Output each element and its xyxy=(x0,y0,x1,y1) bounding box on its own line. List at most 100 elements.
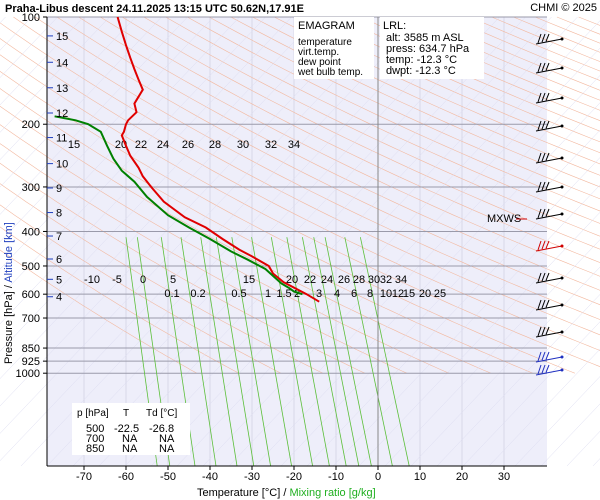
adiabat-label: 34 xyxy=(395,274,407,286)
wind-barb-feather xyxy=(541,33,546,43)
wind-barb-dot xyxy=(560,37,564,41)
x-axis-title-mixing: Mixing ratio [g/kg] xyxy=(289,487,375,499)
wind-area xyxy=(527,17,547,466)
adiabat-label: 0 xyxy=(140,274,146,286)
mixing-ratio-label: 0.5 xyxy=(231,288,246,300)
wind-barb-dot xyxy=(560,330,564,334)
copyright[interactable]: CHMI © 2025 xyxy=(530,2,597,14)
wind-barb-staff xyxy=(535,38,563,45)
temperature-tick-label: -10 xyxy=(328,471,344,483)
wind-barbs xyxy=(535,33,564,376)
chart-title: Praha-Libus descent 24.11.2025 13:15 UTC… xyxy=(5,3,304,15)
adiabat-label: 26 xyxy=(338,274,350,286)
table-cell-t-850: NA xyxy=(122,443,138,455)
wind-barb-feather xyxy=(537,152,542,163)
adiabat-label: 32 xyxy=(265,139,277,151)
table-cell-td-850: NA xyxy=(159,443,175,455)
adiabat-label: 32 xyxy=(380,274,392,286)
moist-adiabat-line xyxy=(254,102,600,467)
dry-adiabat-line xyxy=(56,16,600,291)
moist-adiabat-line xyxy=(358,211,600,467)
wind-barb-feather xyxy=(545,62,550,71)
wind-barb-feather xyxy=(537,351,542,362)
wind-barb-staff xyxy=(535,157,563,164)
mixing-ratio-line xyxy=(231,237,271,467)
wind-barb-feather xyxy=(545,326,550,335)
table-cell-p-850: 850 xyxy=(86,443,104,455)
legend-background xyxy=(294,17,374,79)
mixing-ratio-label: 1.5 xyxy=(276,288,291,300)
wind-barb-staff xyxy=(535,304,563,311)
mixing-ratio-label: 0.1 xyxy=(164,288,179,300)
isotherm-grid xyxy=(83,17,505,466)
adiabat-label: 30 xyxy=(368,274,380,286)
mixing-ratio-label: 8 xyxy=(367,288,373,300)
wind-barb-feather xyxy=(541,272,546,282)
moist-adiabat-line xyxy=(0,16,162,188)
wind-barb-staff xyxy=(535,67,563,74)
mixing-ratio-label: 6 xyxy=(351,288,357,300)
wind-barb-feather xyxy=(537,181,542,192)
wind-barb-staff xyxy=(535,331,563,338)
wind-barb-feather xyxy=(545,351,550,360)
plot-area xyxy=(47,17,547,466)
moist-adiabat-line xyxy=(514,376,600,467)
wind-barb-feather xyxy=(537,240,542,251)
temperature-tick-label: 30 xyxy=(498,471,510,483)
adiabat-label: 28 xyxy=(353,274,365,286)
pressure-tick-label: 300 xyxy=(22,182,40,194)
legend-wet-bulb: wet bulb temp. xyxy=(297,67,363,78)
pressure-tick-label: 850 xyxy=(22,343,40,355)
pressure-tick-label: 1000 xyxy=(16,368,40,380)
adiabat-label: 20 xyxy=(286,274,298,286)
moist-adiabat-line xyxy=(0,16,240,270)
mixing-ratio-label: 10 xyxy=(380,288,392,300)
moist-adiabat-line xyxy=(384,239,600,467)
wind-barb-feather xyxy=(545,299,550,308)
dry-adiabat-line xyxy=(208,16,600,200)
lrl-temp: temp: -12.3 °C xyxy=(386,54,457,66)
moist-adiabat-line xyxy=(202,47,600,467)
mixing-ratio-line xyxy=(344,237,393,467)
temperature-tick-label: -50 xyxy=(160,471,176,483)
mixing-ratio-line xyxy=(215,237,255,467)
altitude-tick-label: 15 xyxy=(56,31,68,43)
dry-adiabat-line xyxy=(0,22,600,336)
table-header-t: T xyxy=(123,408,129,419)
dry-adiabat-line xyxy=(34,16,600,306)
mixing-ratio-label: 4 xyxy=(334,288,340,300)
legend-title: EMAGRAM xyxy=(298,20,355,32)
lrl-alt: alt: 3585 m ASL xyxy=(386,32,464,44)
adiabat-label: 22 xyxy=(304,274,316,286)
altitude-tick-label: 5 xyxy=(56,274,62,286)
mixing-ratio-label: 2 xyxy=(294,288,300,300)
y-axis-title: Pressure [hPa] / Altitude [km] xyxy=(3,222,15,364)
x-axis-title-temperature: Temperature [°C] / xyxy=(197,487,289,499)
mixing-ratio-label: 3 xyxy=(316,288,322,300)
table-cell-t-700: NA xyxy=(122,433,138,445)
wind-barb-staff xyxy=(535,277,563,284)
wind-barb-feather xyxy=(545,33,550,42)
mixing-ratio-line xyxy=(324,237,372,467)
mixing-ratio-label: 25 xyxy=(434,288,446,300)
table-cell-p-700: 700 xyxy=(86,433,104,445)
adiabat-label: 24 xyxy=(321,274,333,286)
moist-adiabat-line xyxy=(0,16,136,161)
lrl-press: press: 634.7 hPa xyxy=(386,43,470,55)
altitude-tick-label: 7 xyxy=(56,231,62,243)
mixing-ratio-label: 0.2 xyxy=(190,288,205,300)
level-table: p [hPa] T Td [°C] 500 -22.5 -26.8 700 NA… xyxy=(72,403,190,455)
wind-barb-feather xyxy=(545,208,550,217)
wind-barb-feather xyxy=(541,326,546,336)
wind-barb-feather xyxy=(545,120,550,129)
table-cell-td-700: NA xyxy=(159,433,175,445)
adiabat-label: 15 xyxy=(243,274,255,286)
wind-barb-feather xyxy=(545,181,550,190)
mixing-ratio-label: 1 xyxy=(265,288,271,300)
mixing-ratio-lines xyxy=(125,237,410,467)
temperature-tick-label: 10 xyxy=(414,471,426,483)
table-cell-t-500: -22.5 xyxy=(114,423,139,435)
moist-adiabat-line xyxy=(0,16,318,352)
